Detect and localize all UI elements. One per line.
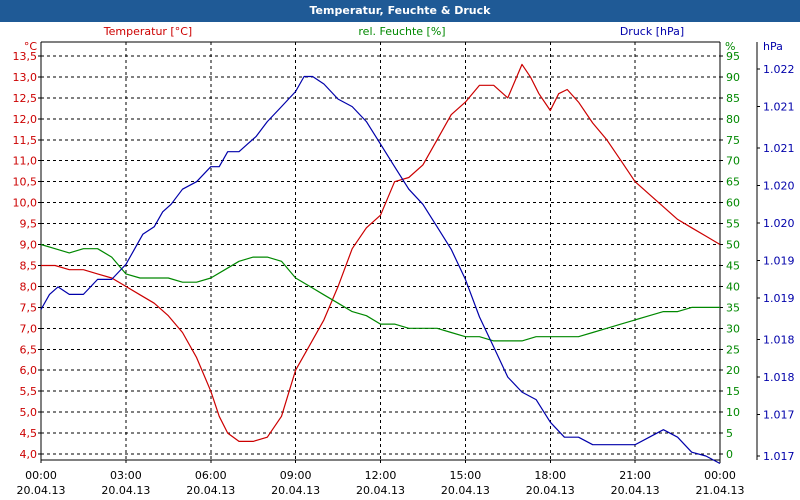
humidity-tick-label: 20 [726,364,740,377]
pressure-tick-label: 1.021 [763,142,795,155]
x-tick-date: 21.04.13 [696,484,745,497]
temperature-tick-label: 8,5 [20,259,38,272]
pressure-tick-label: 1.017 [763,409,795,422]
x-tick-time: 18:00 [534,469,566,482]
x-tick-date: 20.04.13 [101,484,150,497]
temperature-tick-label: 7,0 [20,322,38,335]
window-title: Temperatur, Feuchte & Druck [0,0,800,22]
temperature-tick-label: 9,5 [20,218,38,231]
pressure-tick-label: 1.022 [763,63,795,76]
x-tick-time: 03:00 [110,469,142,482]
humidity-tick-label: 30 [726,322,740,335]
temperature-line [41,63,721,442]
x-tick-time: 06:00 [195,469,227,482]
humidity-tick-label: 15 [726,385,740,398]
humidity-line [40,243,720,342]
x-tick-time: 12:00 [365,469,397,482]
x-tick-date: 20.04.13 [441,484,490,497]
pressure-tick-label: 1.021 [763,101,795,114]
humidity-tick-label: 75 [726,134,740,147]
humidity-tick-label: 65 [726,176,740,189]
pressure-tick-label: 1.019 [763,255,795,268]
temperature-tick-label: 6,0 [20,364,38,377]
x-tick-date: 20.04.13 [17,484,66,497]
humidity-tick-label: 10 [726,406,740,419]
pressure-tick-label: 1.018 [763,371,795,384]
temperature-tick-label: 12,0 [13,113,38,126]
pressure-tick-label: 1.017 [763,450,795,463]
humidity-tick-label: 5 [726,427,733,440]
humidity-tick-label: 40 [726,280,740,293]
temperature-tick-label: 13,5 [13,50,38,63]
axes: Temperatur [°C] rel. Feuchte [%] Druck [hP… [13,25,795,497]
temperature-tick-label: 12,5 [13,92,38,105]
x-tick-time: 09:00 [280,469,312,482]
pressure-line [40,75,721,465]
humidity-tick-label: 0 [726,448,733,461]
temperature-tick-label: 10,5 [13,176,38,189]
temperature-axis-title: Temperatur [°C] [103,25,192,38]
x-tick-time: 00:00 [25,469,57,482]
temperature-tick-label: 4,0 [20,448,38,461]
temperature-unit: °C [24,40,38,53]
x-tick-date: 20.04.13 [356,484,405,497]
humidity-tick-label: 90 [726,71,740,84]
chart: Temperatur [°C] rel. Feuchte [%] Druck [hP… [13,25,795,497]
temperature-tick-label: 8,0 [20,280,38,293]
temperature-tick-label: 6,5 [20,343,38,356]
humidity-tick-label: 95 [726,50,740,63]
humidity-tick-label: 45 [726,259,740,272]
x-tick-date: 20.04.13 [271,484,320,497]
series-lines [40,63,721,465]
humidity-tick-label: 50 [726,239,740,252]
x-tick-time: 15:00 [450,469,482,482]
humidity-tick-label: 25 [726,343,740,356]
temperature-tick-label: 13,0 [13,71,38,84]
temperature-tick-label: 7,5 [20,301,38,314]
plot-frame [40,41,758,461]
temperature-tick-label: 10,0 [13,197,38,210]
temperature-tick-label: 11,0 [13,155,38,168]
humidity-axis-title: rel. Feuchte [%] [358,25,445,38]
temperature-tick-label: 11,5 [13,134,38,147]
x-tick-time: 00:00 [704,469,736,482]
pressure-tick-label: 1.018 [763,334,795,347]
x-tick-date: 20.04.13 [526,484,575,497]
humidity-tick-label: 70 [726,155,740,168]
temperature-tick-label: 4,5 [20,427,38,440]
pressure-tick-label: 1.020 [763,217,795,230]
x-tick-date: 20.04.13 [611,484,660,497]
humidity-unit: % [725,40,735,53]
temperature-tick-label: 5,0 [20,406,38,419]
humidity-tick-label: 85 [726,92,740,105]
temperature-tick-label: 5,5 [20,385,38,398]
pressure-tick-label: 1.020 [763,179,795,192]
pressure-unit: hPa [763,40,783,53]
humidity-tick-label: 35 [726,301,740,314]
temperature-tick-label: 9,0 [20,239,38,252]
x-tick-time: 21:00 [619,469,651,482]
humidity-tick-label: 60 [726,197,740,210]
pressure-tick-label: 1.019 [763,292,795,305]
x-tick-date: 20.04.13 [186,484,235,497]
grid [41,42,720,460]
humidity-tick-label: 55 [726,218,740,231]
humidity-tick-label: 80 [726,113,740,126]
pressure-axis-title: Druck [hPa] [620,25,684,38]
